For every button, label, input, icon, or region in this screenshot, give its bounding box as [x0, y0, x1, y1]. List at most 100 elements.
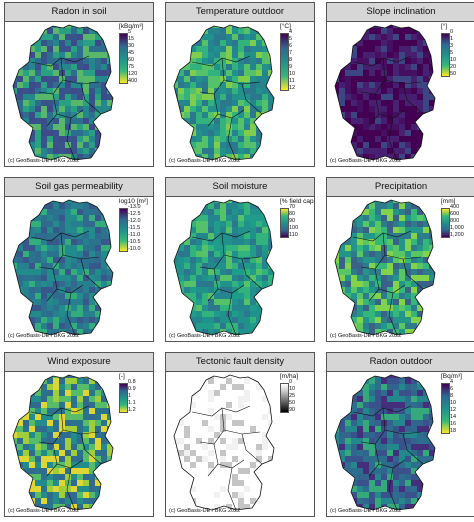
legend-tick-label: 14	[450, 414, 457, 420]
legend-colorbar	[280, 33, 289, 91]
legend-tick-label: 5	[450, 50, 454, 56]
germany-map	[173, 24, 275, 161]
legend-colorbar	[119, 33, 128, 84]
legend-tick-label: 20	[450, 64, 457, 70]
legend-tick-label: -11.0	[128, 232, 141, 238]
germany-map	[173, 199, 275, 336]
copyright-credit: (c) GeoBasis-DE / BKG 2022	[330, 508, 402, 514]
legend-tick-label: 600	[450, 211, 460, 217]
legend-unit: [°]	[441, 23, 448, 30]
map-panel: Radon in soil [kBq/m³] 5 15 30 45 60 75 120 400 (c…	[4, 2, 154, 167]
legend-tick-label: -10.5	[128, 239, 141, 245]
legend-tick-label: 1.1	[128, 400, 136, 406]
legend-tick-label: 30	[128, 43, 135, 49]
panel-title: Soil gas permeability	[5, 178, 153, 197]
copyright-credit: (c) GeoBasis-DE / BKG 2022	[8, 333, 80, 339]
legend-tick-label: -10.0	[128, 246, 141, 252]
legend-tick-label: 50	[289, 400, 296, 406]
germany-map	[12, 199, 114, 336]
legend-colorbar	[119, 383, 128, 413]
legend-tick-label: 1,000	[450, 225, 464, 231]
map-panel: Soil moisture[% field capacity]708090100…	[165, 177, 315, 342]
map-panel: Wind exposure [-] 0.8 0.9 1 1.1 1.2 (c) GeoBasi…	[4, 352, 154, 517]
map-panel: Precipitation [mm] 400 600 800 1,000 1,200 (c) …	[326, 177, 474, 342]
legend-tick-label: 7	[289, 50, 293, 56]
legend-unit: [Bq/m³]	[441, 373, 462, 380]
legend-tick-label: 4	[450, 379, 454, 385]
map-panel: Slope inclination [°] 0 1 3 5 10 20 50 (c) GeoBas…	[326, 2, 474, 167]
panel-title: Slope inclination	[327, 3, 474, 22]
legend-tick-label: 100	[289, 225, 299, 231]
legend-tick-label: 10	[450, 400, 457, 406]
legend-tick-label: -12.0	[128, 218, 141, 224]
legend-tick-label: 1	[450, 36, 454, 42]
panel-title: Radon outdoor	[327, 353, 474, 372]
legend-tick-label: 45	[128, 50, 135, 56]
legend-tick-label: 11	[289, 78, 295, 84]
legend-tick-label: 75	[128, 64, 135, 70]
legend-unit: [-]	[119, 373, 125, 380]
germany-map	[12, 24, 114, 161]
legend-tick-label: 50	[450, 71, 457, 77]
legend-tick-label: 4	[289, 29, 293, 35]
legend-tick-label: 800	[450, 218, 460, 224]
legend-tick-label: 15	[128, 36, 135, 42]
map-panel: Temperature outdoor [°C] 4 5 6 7 8 9 10 11 12 (c) G…	[165, 2, 315, 167]
legend-tick-label: 120	[128, 71, 138, 77]
copyright-credit: (c) GeoBasis-DE / BKG 2022	[169, 158, 241, 164]
copyright-credit: (c) GeoBasis-DE / BKG 2022	[330, 333, 402, 339]
legend-tick-label: 5	[128, 29, 132, 35]
germany-map	[334, 199, 436, 336]
legend-tick-label: 16	[450, 421, 457, 427]
legend-tick-label: -11.5	[128, 225, 141, 231]
germany-map	[334, 24, 436, 161]
legend-tick-label: 1,200	[450, 232, 464, 238]
map-panel: Tectonic fault density [m/ha] 0 10 25 50 90 (c)…	[165, 352, 315, 517]
map-panel: Radon outdoor [Bq/m³] 4 6 8 10 12 14 16 18 (c) Geo…	[326, 352, 474, 517]
legend-tick-label: 18	[450, 428, 457, 434]
legend-tick-label: 6	[289, 43, 293, 49]
germany-map	[173, 374, 275, 511]
panel-title: Temperature outdoor	[166, 3, 314, 22]
map-panel: Soil gas permeability log10 [m²] -13.0 -12.…	[4, 177, 154, 342]
legend-colorbar	[441, 208, 450, 238]
legend-tick-label: 400	[450, 204, 460, 210]
copyright-credit: (c) GeoBasis-DE / BKG 2022	[8, 158, 80, 164]
legend-tick-label: 90	[289, 218, 296, 224]
legend-tick-label: 80	[289, 211, 296, 217]
legend-tick-label: 0	[450, 29, 454, 35]
legend-tick-label: 1	[128, 393, 132, 399]
legend-colorbar	[441, 383, 450, 434]
legend-tick-label: 400	[128, 78, 138, 84]
panel-title: Tectonic fault density	[166, 353, 314, 372]
legend-tick-label: 8	[450, 393, 454, 399]
legend-tick-label: -13.0	[128, 204, 141, 210]
germany-map	[12, 374, 114, 511]
legend-unit: [m/ha]	[280, 373, 299, 380]
legend-tick-label: 0.9	[128, 386, 136, 392]
legend-tick-label: 9	[289, 64, 293, 70]
panel-title: Radon in soil	[5, 3, 153, 22]
legend-colorbar	[119, 208, 128, 252]
legend-tick-label: 90	[289, 407, 296, 413]
legend-tick-label: 6	[450, 386, 454, 392]
legend-tick-label: -12.5	[128, 211, 141, 217]
legend-unit: [kBq/m³]	[119, 23, 144, 30]
legend-colorbar	[280, 208, 289, 238]
legend-unit: log10 [m²]	[119, 198, 148, 205]
panel-title: Soil moisture	[166, 178, 314, 197]
copyright-credit: (c) GeoBasis-DE / BKG 2022	[330, 158, 402, 164]
legend-tick-label: 0.8	[128, 379, 136, 385]
copyright-credit: (c) GeoBasis-DE / BKG 2022	[169, 508, 241, 514]
legend-tick-label: 110	[289, 232, 298, 238]
legend-tick-label: 12	[289, 85, 296, 91]
legend-tick-label: 70	[289, 204, 296, 210]
legend-tick-label: 8	[289, 57, 293, 63]
legend-unit: [°C]	[280, 23, 291, 30]
copyright-credit: (c) GeoBasis-DE / BKG 2022	[8, 508, 80, 514]
copyright-credit: (c) GeoBasis-DE / BKG 2022	[169, 333, 241, 339]
legend-tick-label: 5	[289, 36, 293, 42]
legend-tick-label: 1.2	[128, 407, 136, 413]
panel-title: Precipitation	[327, 178, 474, 197]
legend-tick-label: 0	[289, 379, 293, 385]
